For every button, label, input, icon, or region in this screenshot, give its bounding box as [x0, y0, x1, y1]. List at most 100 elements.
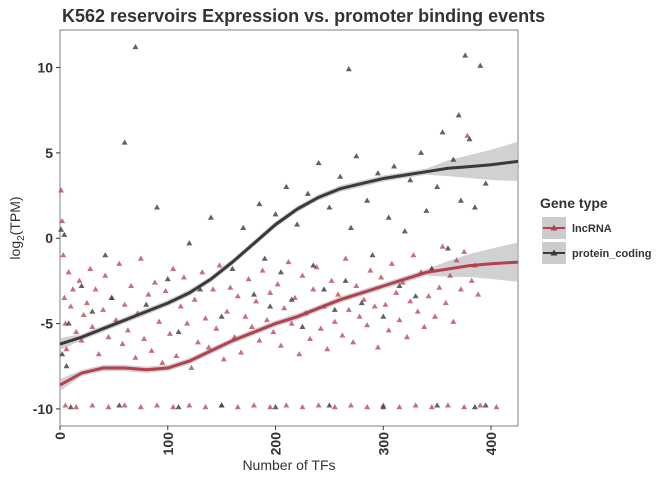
legend-label-lncrna: lncRNA [572, 223, 612, 235]
data-point [197, 286, 204, 292]
data-point [326, 204, 333, 210]
data-point [285, 258, 292, 265]
data-point [220, 356, 227, 362]
data-point [89, 402, 96, 408]
data-point [294, 221, 301, 227]
data-point [477, 62, 484, 68]
trend-line-protein-coding [59, 159, 519, 346]
data-point [423, 207, 430, 213]
data-point [62, 402, 69, 408]
data-point [73, 328, 80, 335]
data-point [299, 272, 306, 278]
data-point [482, 180, 489, 186]
data-point [434, 183, 441, 190]
data-point [374, 344, 381, 350]
data-point [358, 299, 365, 306]
data-point [78, 282, 85, 289]
data-point [121, 139, 128, 145]
y-tick-label: -5 [41, 316, 54, 332]
y-axis: -10 -5 0 5 10 [33, 60, 60, 417]
legend-item-lncrna: lncRNA [542, 217, 612, 239]
data-point [250, 291, 257, 297]
data-point [364, 404, 371, 410]
x-axis-title: Number of TFs [242, 457, 335, 473]
data-point [105, 334, 112, 340]
data-point [396, 282, 403, 289]
data-point [216, 262, 223, 268]
data-point [345, 66, 352, 72]
data-point [78, 337, 85, 343]
y-axis-title-sub: 2 [16, 235, 27, 241]
data-point [281, 305, 288, 311]
data-point [170, 404, 177, 410]
data-point [108, 294, 115, 300]
data-point [396, 316, 403, 323]
data-point [315, 402, 322, 408]
data-point [272, 211, 279, 217]
legend-item-protein-coding: protein_coding [542, 242, 651, 264]
data-point [153, 204, 160, 210]
data-point [315, 159, 322, 166]
confidence-band-1 [60, 141, 518, 351]
data-point [428, 404, 435, 410]
x-axis: 0 100 200 300 400 [52, 426, 499, 455]
data-point [113, 316, 120, 323]
data-point [184, 320, 191, 326]
data-point [442, 299, 449, 306]
points-layer [58, 43, 500, 410]
x-tick-label: 400 [483, 432, 499, 456]
data-point [202, 315, 209, 321]
data-point [382, 301, 389, 307]
data-point [393, 289, 400, 295]
data-point [436, 284, 443, 290]
data-point [412, 293, 419, 299]
y-tick-label: 10 [37, 60, 53, 76]
data-point [283, 402, 290, 408]
data-point [447, 272, 454, 278]
data-point [61, 294, 68, 300]
data-point [331, 404, 338, 410]
data-point [59, 351, 66, 357]
data-point [202, 404, 209, 410]
data-point [141, 335, 148, 341]
data-point [477, 402, 484, 408]
data-point [439, 243, 446, 249]
data-point [304, 190, 311, 196]
legend: Gene type lncRNA protein_coding [540, 195, 651, 264]
data-point [345, 306, 352, 312]
data-point [256, 337, 263, 343]
data-point [410, 252, 417, 258]
data-point [137, 404, 144, 410]
data-point [102, 252, 109, 258]
data-point [299, 404, 306, 410]
data-point [218, 313, 225, 319]
data-point [401, 228, 408, 234]
data-point [143, 301, 150, 307]
y-tick-label: 0 [45, 230, 53, 246]
data-point [350, 339, 357, 345]
x-tick-label: 100 [160, 432, 176, 456]
data-point [317, 325, 324, 331]
data-point [175, 404, 182, 410]
data-point [457, 286, 464, 292]
data-point [186, 402, 193, 408]
data-point [159, 359, 166, 365]
data-point [412, 402, 419, 408]
data-point [439, 129, 446, 135]
data-point [277, 342, 284, 348]
data-point [253, 298, 260, 304]
data-point [482, 402, 489, 408]
data-point [444, 245, 451, 251]
plot-panel [59, 29, 519, 427]
trend-line-lncrna [59, 260, 519, 387]
data-point [296, 351, 303, 357]
data-point [105, 404, 112, 410]
data-point [102, 272, 109, 278]
data-point [124, 327, 131, 333]
data-point [242, 313, 249, 319]
data-point [374, 170, 381, 176]
data-point [270, 328, 277, 335]
data-point [457, 197, 464, 203]
data-point [63, 363, 70, 369]
